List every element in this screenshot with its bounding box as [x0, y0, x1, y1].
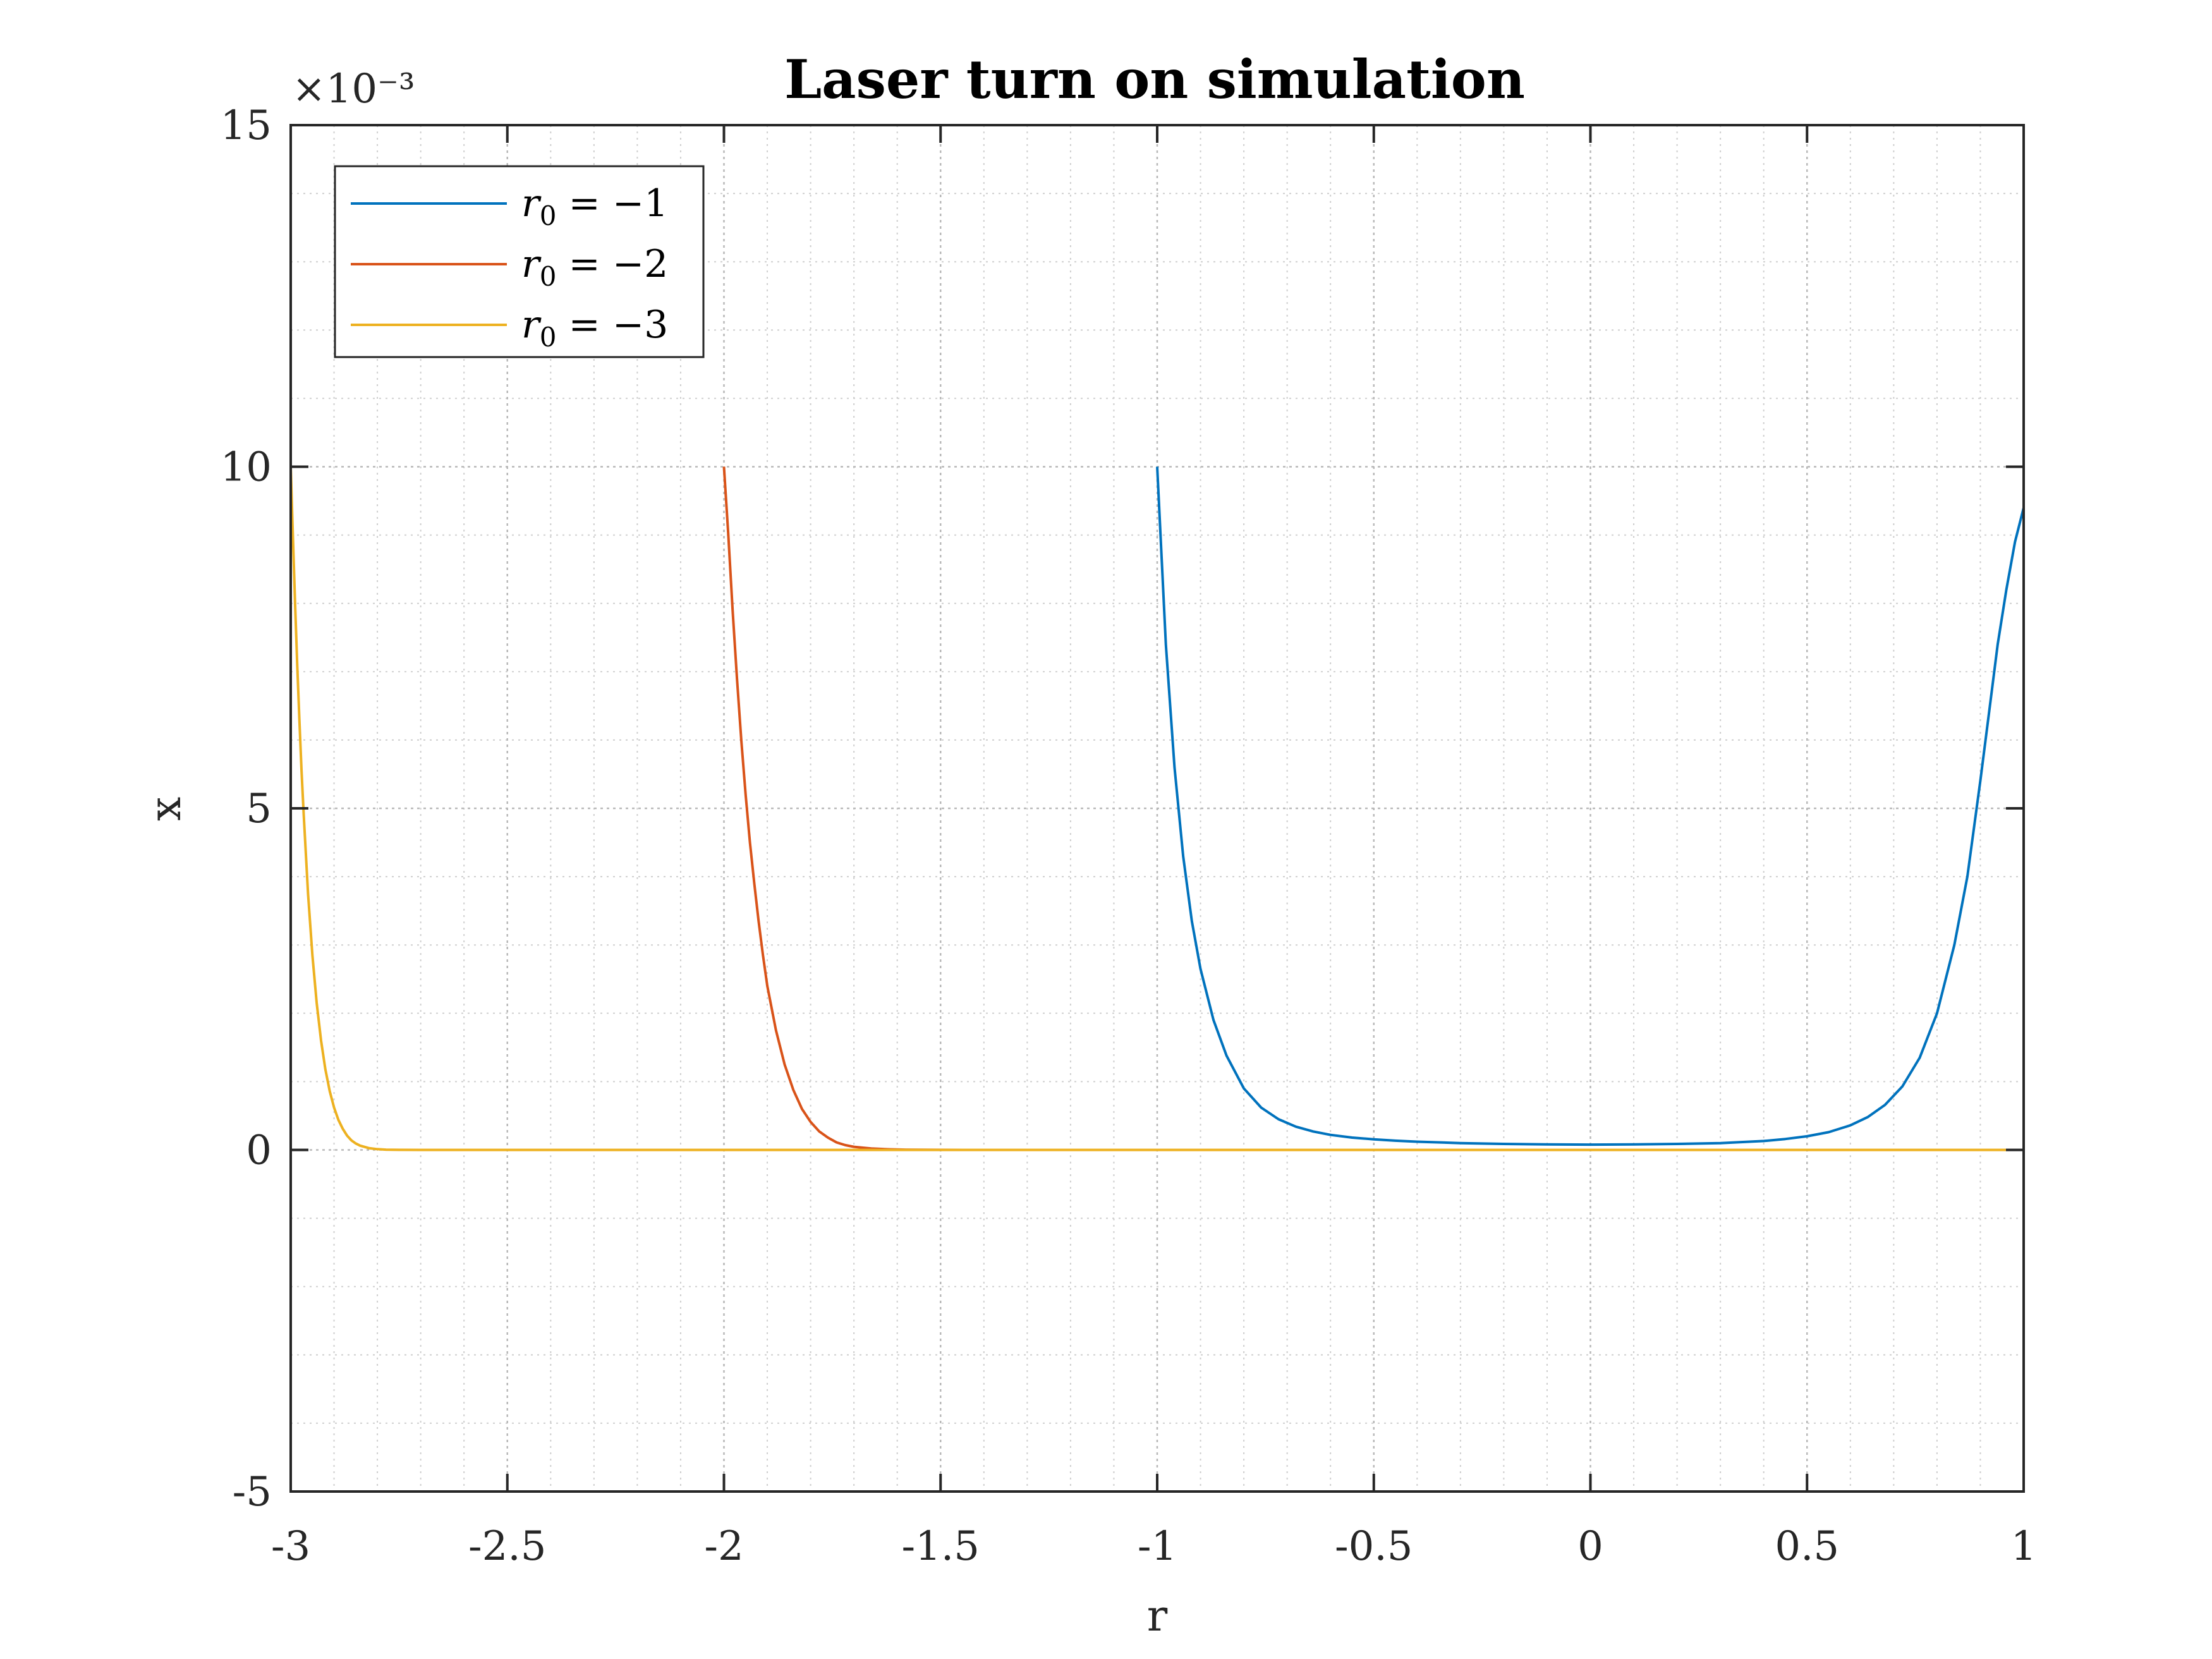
legend-label: r0 = −3 — [521, 303, 668, 353]
y-axis-multiplier: ×10⁻³ — [292, 66, 415, 112]
plot-lines — [289, 466, 2025, 1152]
y-tick-label: 15 — [221, 102, 272, 149]
legend-item-3: r0 = −3 — [351, 303, 668, 353]
legend-label: r0 = −2 — [521, 242, 668, 292]
x-tick-labels: -3 -2.5 -2 -1.5 -1 -0.5 0 0.5 1 — [271, 1523, 2037, 1570]
chart-title: Laser turn on simulation — [784, 48, 1525, 111]
x-tick-label: -0.5 — [1335, 1523, 1413, 1570]
x-tick-label: 0.5 — [1775, 1523, 1839, 1570]
y-tick-label: 0 — [246, 1127, 272, 1174]
y-tick-label: 10 — [221, 444, 272, 491]
x-tick-label: -2 — [704, 1523, 743, 1570]
x-tick-label: -1 — [1138, 1523, 1177, 1570]
x-tick-label: 0 — [1577, 1523, 1603, 1570]
series-line-3 — [289, 466, 2024, 1152]
y-tick-label: -5 — [233, 1469, 272, 1516]
legend-item-1: r0 = −1 — [351, 181, 668, 231]
series-line-1 — [1156, 466, 2025, 1146]
y-axis-label: x — [141, 797, 191, 821]
y-tick-label: 5 — [246, 786, 272, 832]
legend: r0 = −1 r0 = −2 r0 = −3 — [334, 165, 705, 358]
axis-ticks — [289, 124, 2025, 1493]
legend-label: r0 = −1 — [521, 181, 668, 231]
legend-item-2: r0 = −2 — [351, 242, 668, 292]
x-tick-label: -2.5 — [468, 1523, 546, 1570]
x-tick-label: -1.5 — [902, 1523, 980, 1570]
x-tick-label: -3 — [271, 1523, 310, 1570]
x-tick-label: 1 — [2011, 1523, 2037, 1570]
y-tick-labels: -5 0 5 10 15 — [221, 102, 272, 1516]
x-axis-label: r — [1147, 1591, 1168, 1641]
